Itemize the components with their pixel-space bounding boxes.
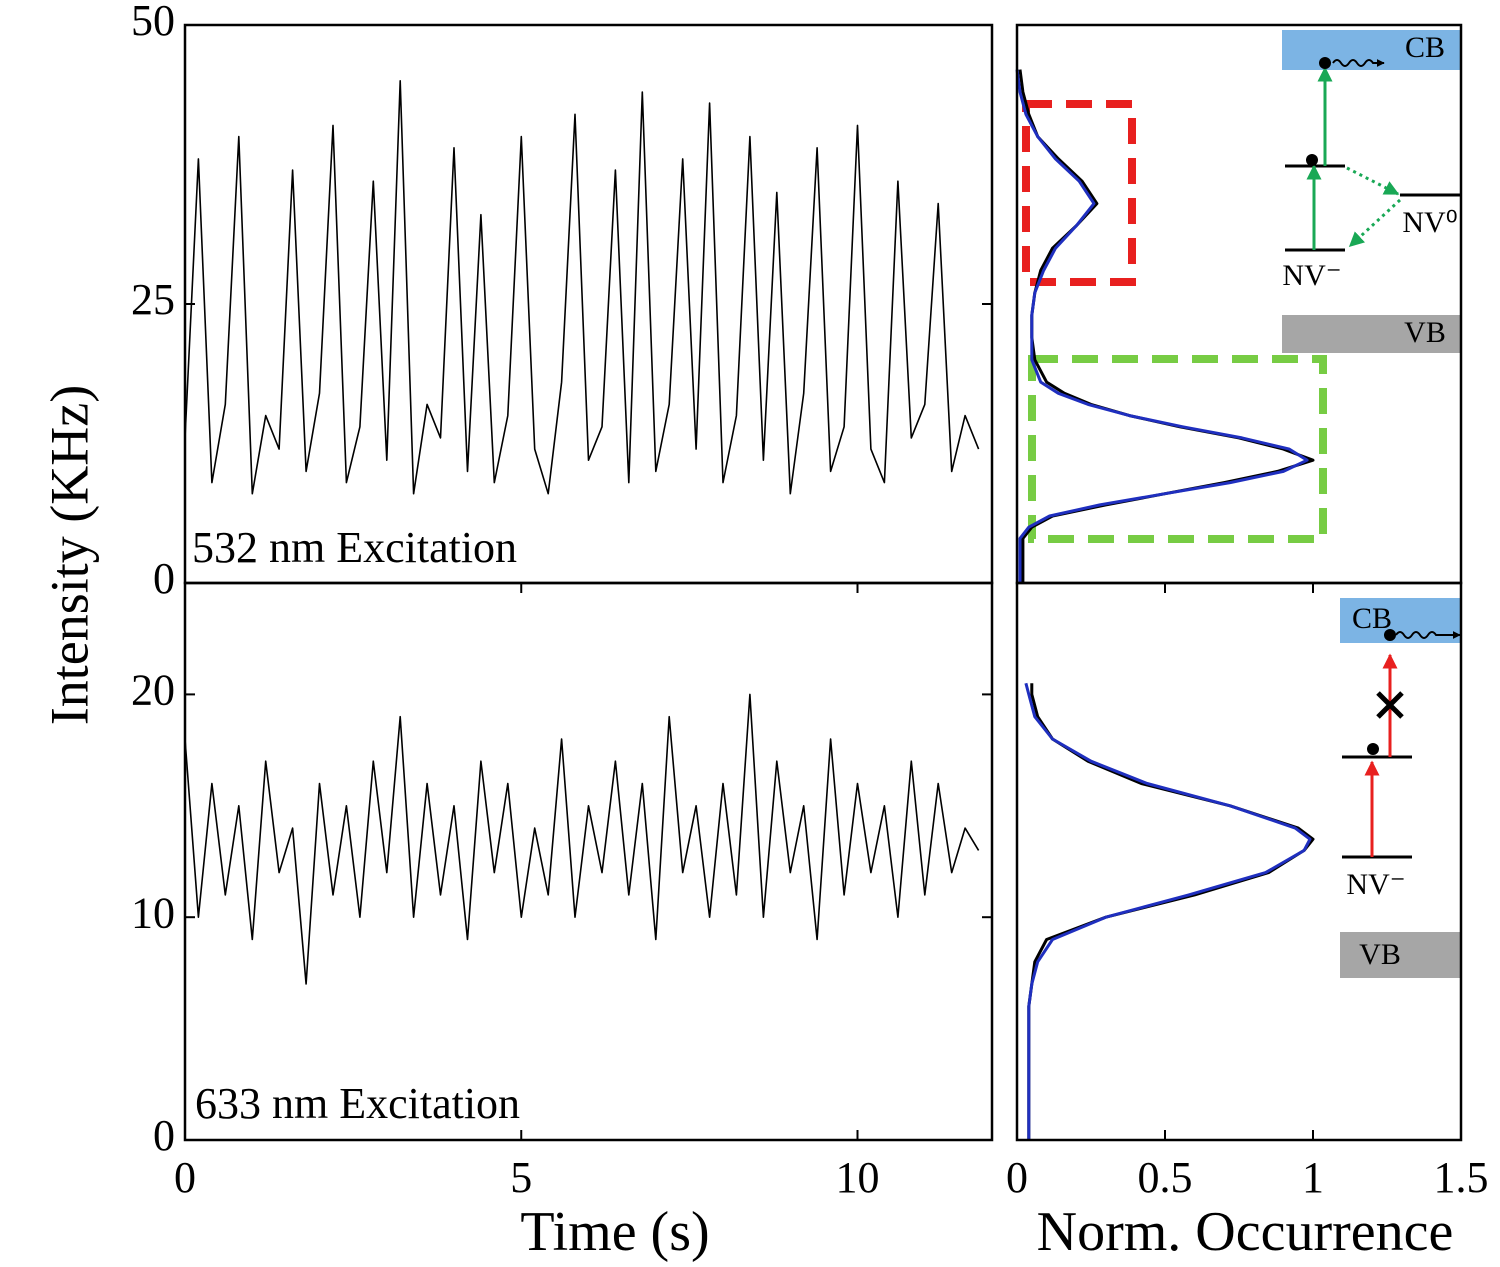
x-axis-title: Time (s)	[520, 1201, 709, 1263]
plot-frame	[1015, 23, 1463, 585]
data-line	[1015, 69, 1309, 583]
plot-frame	[183, 23, 994, 585]
electron	[1367, 743, 1379, 755]
highlight-box	[1022, 100, 1136, 286]
electron	[1306, 154, 1318, 166]
band-label: VB	[1404, 316, 1446, 349]
band	[1340, 932, 1460, 978]
y-tick-label: 0	[153, 554, 175, 603]
data-line	[1024, 682, 1312, 1140]
x-tick-label: 0	[174, 1153, 196, 1202]
x-tick-label: 1.5	[1434, 1153, 1489, 1202]
x-tick-label: 10	[836, 1153, 880, 1202]
electron	[1319, 57, 1331, 69]
band-label: CB	[1405, 31, 1445, 64]
annotation: 633 nm Excitation	[195, 1079, 520, 1128]
y-tick-label: 0	[153, 1111, 175, 1160]
band	[1282, 30, 1460, 70]
y-tick-label: 25	[131, 275, 175, 324]
x-tick-label: 0.5	[1138, 1153, 1193, 1202]
x-tick-label: 0	[1006, 1153, 1028, 1202]
arrow	[1346, 166, 1400, 196]
plot-frame	[183, 581, 994, 1142]
blocked-mark	[1376, 691, 1404, 719]
wave	[1395, 631, 1461, 639]
x-tick-label: 1	[1302, 1153, 1324, 1202]
plot-frame	[1015, 581, 1463, 1142]
wave	[1332, 59, 1385, 67]
highlight-box	[1028, 355, 1327, 543]
y-tick-label: 10	[131, 888, 175, 937]
arrow	[1348, 198, 1402, 248]
energy-diagram: CB VB NV⁻ NV⁰	[1282, 30, 1460, 353]
y-axis-title: Intensity (KHz)	[39, 385, 99, 725]
data-line	[1027, 683, 1315, 1140]
band	[1282, 315, 1460, 353]
level-label: NV⁻	[1346, 868, 1405, 901]
energy-diagram: CB VB NV⁻	[1340, 598, 1461, 978]
data-line	[184, 80, 980, 495]
data-line	[1018, 69, 1315, 583]
band-label: VB	[1359, 938, 1401, 971]
y-tick-label: 50	[131, 0, 175, 45]
level-label: NV⁻	[1282, 259, 1341, 292]
band-label: CB	[1352, 602, 1392, 635]
electron	[1384, 629, 1396, 641]
x-axis-title: Norm. Occurrence	[1037, 1201, 1454, 1263]
y-tick-label: 20	[131, 665, 175, 714]
level-label: NV⁰	[1402, 206, 1457, 239]
annotation: 532 nm Excitation	[192, 523, 517, 572]
x-tick-label: 5	[510, 1153, 532, 1202]
data-line	[184, 693, 980, 985]
